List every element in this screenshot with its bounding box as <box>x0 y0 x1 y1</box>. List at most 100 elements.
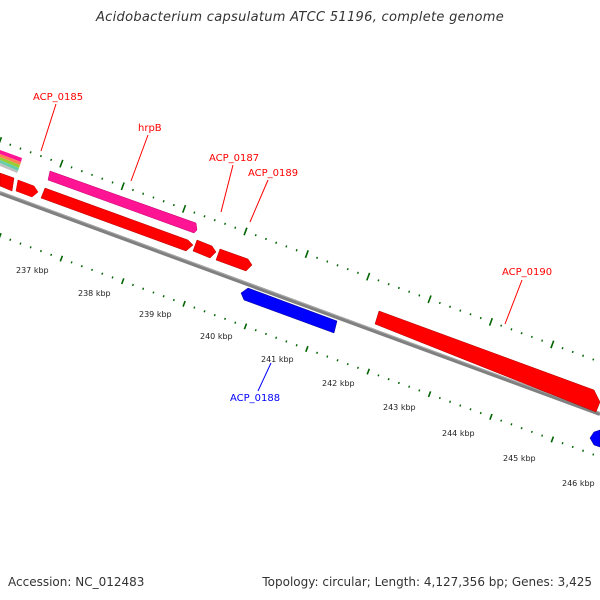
minor-tick <box>20 243 21 245</box>
minor-tick <box>255 234 256 236</box>
minor-tick <box>317 257 318 259</box>
minor-tick <box>133 189 134 191</box>
minor-tick <box>92 174 93 176</box>
minor-tick <box>399 382 400 384</box>
minor-tick <box>51 254 52 256</box>
scale-label: 239 kbp <box>139 310 172 319</box>
minor-tick <box>266 238 267 240</box>
scale-label: 244 kbp <box>442 429 475 438</box>
minor-tick <box>174 299 175 301</box>
minor-tick <box>440 302 441 304</box>
minor-tick <box>388 283 389 285</box>
label-acp0185: ACP_0185 <box>33 92 83 103</box>
gene-acp0189[interactable] <box>216 249 252 271</box>
minor-tick <box>276 337 277 339</box>
minor-tick <box>521 332 522 334</box>
minor-tick <box>572 446 573 448</box>
label-acp0190: ACP_0190 <box>502 267 552 278</box>
reverse-genes <box>241 288 600 447</box>
minor-tick <box>378 280 379 282</box>
minor-tick <box>521 427 522 429</box>
minor-tick <box>296 344 297 346</box>
minor-tick <box>174 204 175 206</box>
minor-tick <box>327 261 328 263</box>
minor-tick <box>358 367 359 369</box>
gene-right-edge-reverse[interactable] <box>590 430 600 447</box>
minor-tick <box>347 268 348 270</box>
minor-tick <box>562 442 563 444</box>
label-hrpb: hrpB <box>138 123 162 134</box>
minor-tick <box>225 223 226 225</box>
minor-tick <box>317 352 318 354</box>
minor-tick <box>501 325 502 327</box>
minor-tick <box>286 246 287 248</box>
minor-tick <box>593 454 594 456</box>
major-tick <box>551 437 553 443</box>
minor-tick <box>235 322 236 324</box>
minor-tick <box>409 386 410 388</box>
minor-tick <box>214 219 215 221</box>
minor-tick <box>41 250 42 252</box>
genome-summary-text: Topology: circular; Length: 4,127,356 bp… <box>262 575 592 589</box>
label-acp0189: ACP_0189 <box>248 168 298 179</box>
minor-tick <box>41 155 42 157</box>
minor-tick <box>71 166 72 168</box>
gene-left-edge-1[interactable] <box>0 173 14 191</box>
minor-tick <box>296 249 297 251</box>
minor-tick <box>593 359 594 361</box>
gene-acp0185-fragment[interactable] <box>16 180 38 197</box>
minor-tick <box>133 284 134 286</box>
minor-tick <box>532 431 533 433</box>
minor-tick <box>572 351 573 353</box>
minor-tick <box>460 310 461 312</box>
minor-tick <box>470 408 471 410</box>
minor-tick <box>194 212 195 214</box>
major-tick <box>60 256 62 262</box>
minor-tick <box>388 378 389 380</box>
minor-tick <box>286 341 287 343</box>
minor-tick <box>10 144 11 146</box>
major-tick <box>244 324 246 330</box>
major-tick <box>306 250 309 257</box>
minor-tick <box>30 246 31 248</box>
minor-tick <box>337 359 338 361</box>
scale-label: 241 kbp <box>261 355 294 364</box>
minor-tick <box>112 277 113 279</box>
gene-acp0190[interactable] <box>375 311 600 412</box>
minor-tick <box>470 313 471 315</box>
minor-tick <box>419 295 420 297</box>
minor-tick <box>327 356 328 358</box>
major-tick <box>428 296 431 304</box>
minor-tick <box>153 292 154 294</box>
genome-backbone <box>0 193 600 414</box>
minor-tick <box>51 159 52 161</box>
gene-acp0187[interactable] <box>193 240 216 258</box>
minor-tick <box>532 336 533 338</box>
minor-tick <box>20 148 21 150</box>
scale-label: 245 kbp <box>503 454 536 463</box>
minor-tick <box>204 215 205 217</box>
minor-tick <box>358 272 359 274</box>
label-acp0187: ACP_0187 <box>209 153 259 164</box>
scale-label: 243 kbp <box>383 403 416 412</box>
minor-tick <box>194 307 195 309</box>
minor-tick <box>511 423 512 425</box>
minor-tick <box>501 420 502 422</box>
major-tick <box>0 233 1 239</box>
major-tick <box>0 137 1 145</box>
minor-tick <box>71 261 72 263</box>
minor-tick <box>337 264 338 266</box>
minor-tick <box>583 450 584 452</box>
major-tick <box>490 414 492 420</box>
minor-tick <box>102 178 103 180</box>
minor-tick <box>10 239 11 241</box>
minor-tick <box>399 287 400 289</box>
major-tick <box>183 301 185 307</box>
minor-tick <box>255 329 256 331</box>
minor-tick <box>143 288 144 290</box>
minor-tick <box>82 170 83 172</box>
minor-tick <box>82 265 83 267</box>
minor-tick <box>440 397 441 399</box>
minor-tick <box>542 340 543 342</box>
